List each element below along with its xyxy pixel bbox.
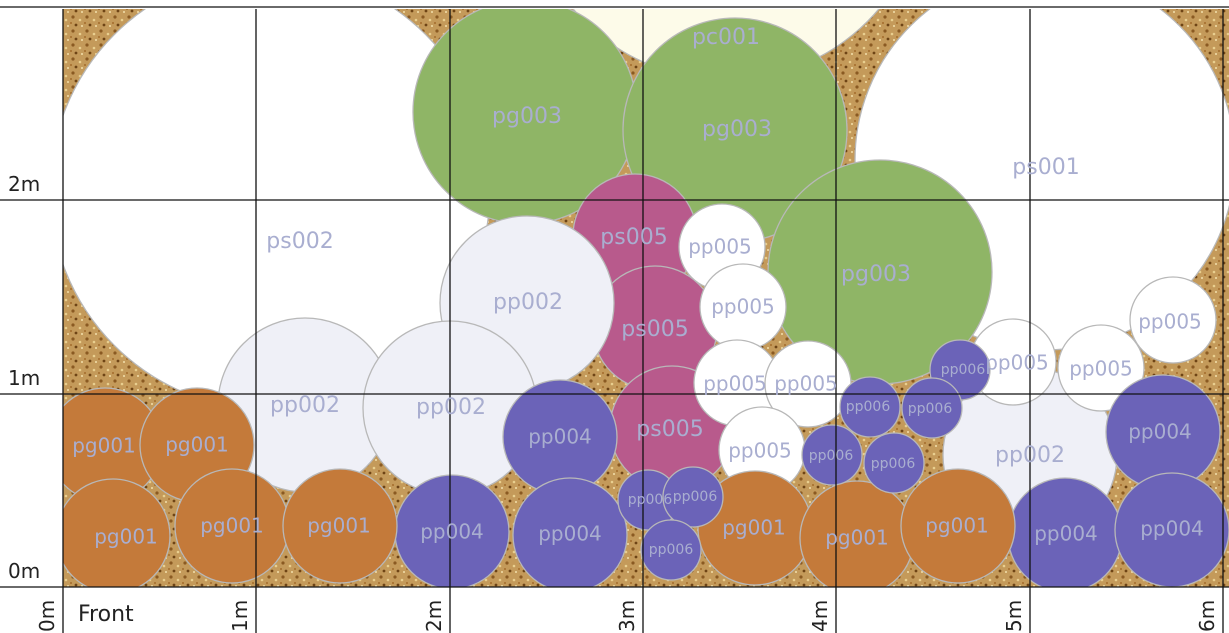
plant-label-pp002: pp002: [995, 443, 1065, 468]
plant-label-pp006: pp006: [649, 542, 694, 558]
plant-label-pp006: pp006: [809, 448, 854, 464]
plant-label-pg001: pg001: [925, 514, 989, 538]
plant-pp006: [662, 466, 724, 528]
plant-label-pg001: pg001: [94, 525, 158, 549]
plant-label-pp002: pp002: [493, 290, 563, 315]
plant-label-pg003: pg003: [702, 117, 772, 142]
plant-label-pp006: pp006: [908, 401, 953, 417]
plant-label-ps002: ps002: [266, 229, 333, 254]
plant-label-pp005: pp005: [1069, 357, 1133, 381]
x-axis-label: 0m: [35, 599, 59, 632]
plant-label-pp004: pp004: [420, 520, 484, 544]
plant-label-pp005: pp005: [774, 372, 838, 396]
plant-label-pp005: pp005: [728, 439, 792, 463]
plant-label-pp004: pp004: [528, 425, 592, 449]
front-label: Front: [78, 602, 134, 627]
grid-lines: [0, 6, 1229, 633]
plant-label-pp004: pp004: [1140, 517, 1204, 541]
plant-label-pp004: pp004: [1034, 522, 1098, 546]
x-axis-label: 3m: [614, 599, 639, 632]
plant-pg001: [63, 478, 171, 587]
plant-label-ps001: ps001: [1012, 155, 1079, 180]
plant-label-pg001: pg001: [200, 514, 264, 538]
plant-pp004: [1114, 472, 1229, 587]
plant-label-pp005: pp005: [703, 372, 767, 396]
y-axis-label: 2m: [8, 172, 41, 197]
plant-label-pg001: pg001: [722, 516, 786, 540]
plant-label-pp005: pp005: [711, 295, 775, 319]
plant-label-pg001: pg001: [307, 514, 371, 538]
x-axis-label: 6m: [1194, 599, 1219, 632]
plant-label-pp005: pp005: [688, 235, 752, 259]
plant-label-pp005: pp005: [1138, 310, 1202, 334]
plant-label-pp002: pp002: [416, 395, 486, 420]
plant-label-pp002: pp002: [270, 393, 340, 418]
plant-label-pp006: pp006: [846, 399, 891, 415]
plant-label-pp006: pp006: [941, 362, 986, 378]
plant-label-pc001: pc001: [692, 25, 760, 50]
plant-label-pg003: pg003: [492, 104, 562, 129]
plant-pg001: [282, 468, 398, 584]
plant-pp006: [901, 377, 963, 439]
plant-pp006: [863, 432, 925, 494]
x-axis-label: 2m: [421, 599, 446, 632]
plant-label-ps005: ps005: [636, 417, 703, 442]
plant-label-pg001: pg001: [72, 434, 136, 458]
plant-label-pp004: pp004: [538, 522, 602, 546]
y-axis-label: 1m: [8, 365, 41, 390]
plant-label-pg001: pg001: [165, 433, 229, 457]
plant-label-pp005: pp005: [985, 351, 1049, 375]
y-axis-label: 0m: [8, 559, 41, 583]
plant-label-pp004: pp004: [1128, 420, 1192, 444]
plant-pp005: [1129, 276, 1217, 364]
plant-label-ps005: ps005: [600, 225, 667, 250]
plant-label-pg003: pg003: [841, 262, 911, 287]
plant-label-pp006: pp006: [628, 492, 673, 508]
plant-pg001: [900, 468, 1016, 584]
x-axis-label: 1m: [228, 599, 253, 632]
plant-pp004: [512, 477, 628, 587]
plant-label-pp006: pp006: [673, 489, 718, 505]
plant-pp006: [839, 376, 901, 438]
plant-label-pg001: pg001: [825, 526, 889, 550]
plant-pp006: [640, 519, 702, 581]
plant-label-pp006: pp006: [871, 456, 916, 472]
plant-pp006: [801, 424, 863, 486]
x-axis-label: 5m: [1001, 599, 1026, 632]
x-axis-label: 4m: [808, 599, 833, 632]
plant-label-ps005: ps005: [621, 317, 688, 342]
plant-pp005: [1057, 324, 1145, 412]
